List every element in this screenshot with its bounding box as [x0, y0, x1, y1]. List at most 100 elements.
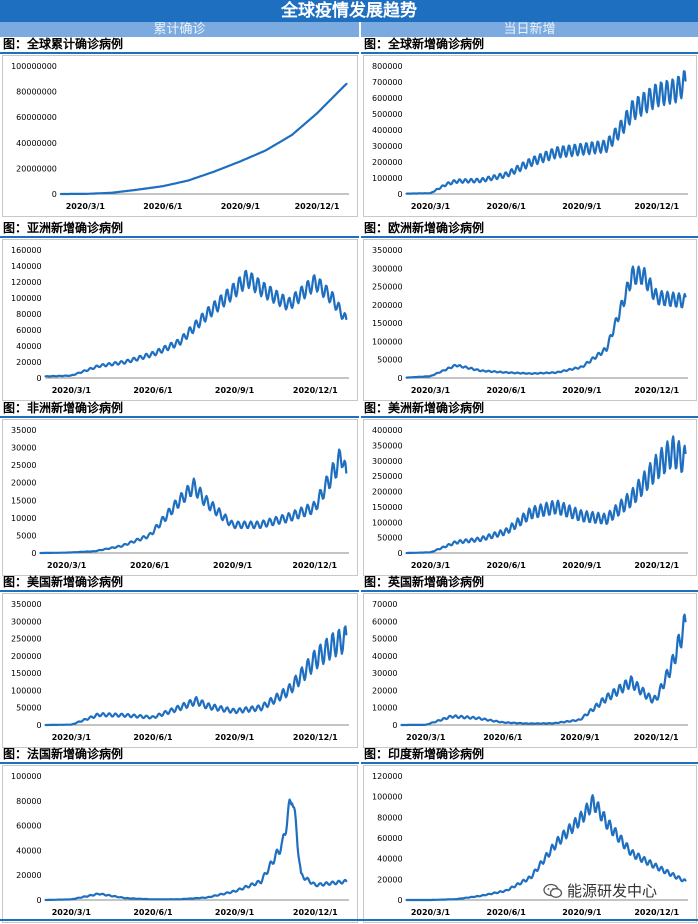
x-tick-label: 2020/6/1 — [133, 386, 173, 395]
y-tick-label: 100000 — [372, 337, 403, 346]
title-rule — [361, 762, 698, 764]
y-tick-label: 60000 — [377, 834, 402, 843]
chart-panel-europe-new: 0 50000 100000 150000 200000 250000 300000 3500… — [363, 239, 697, 401]
x-tick-label: 2020/3/1 — [52, 386, 92, 395]
y-tick-label: 350000 — [372, 246, 403, 255]
y-tick-label: 0 — [37, 374, 42, 383]
series-line-global-cumulative — [59, 82, 348, 196]
x-tick-label: 2020/12/1 — [293, 733, 338, 742]
title-rule — [361, 236, 698, 238]
x-tick-label: 2020/12/1 — [634, 202, 679, 211]
y-tick-label: 0 — [392, 721, 397, 730]
y-tick-label: 200000 — [372, 158, 403, 167]
chart-panel-americas-new: 0 50000 100000 150000 200000 250000 300000 3500… — [363, 419, 697, 576]
x-tick-label: 2020/12/1 — [293, 908, 338, 917]
chart-title: 图：美洲新增确诊病例 — [364, 401, 485, 415]
y-tick-label: 40000 — [377, 855, 402, 864]
x-tick-label: 2020/9/1 — [215, 908, 255, 917]
y-tick-label: 70000 — [372, 600, 397, 609]
y-tick-label: 50000 — [377, 356, 402, 365]
x-tick-label: 2020/3/1 — [406, 733, 446, 742]
x-tick-label: 2020/6/1 — [487, 386, 527, 395]
x-tick-label: 2020/12/1 — [292, 561, 337, 570]
page-title: 全球疫情发展趋势 — [0, 0, 698, 22]
x-tick-label: 2020/12/1 — [295, 202, 340, 211]
y-tick-label: 80000 — [16, 797, 41, 806]
x-tick-label: 2020/12/1 — [634, 561, 679, 570]
y-tick-label: 20000 — [372, 686, 397, 695]
title-rule — [0, 416, 359, 418]
y-tick-label: 150000 — [372, 503, 403, 512]
chart-svg-india-new: 0 20000 40000 60000 80000 100000 120000 2020/3/… — [372, 772, 688, 917]
x-tick-label: 2020/6/1 — [487, 561, 527, 570]
chart-title: 图：美国新增确诊病例 — [3, 575, 124, 589]
x-tick-label: 2020/12/1 — [634, 908, 679, 917]
x-tick-label: 2020/12/1 — [293, 386, 338, 395]
chart-panel-africa-new: 0 5000 10000 15000 20000 25000 30000 35000 2020/… — [2, 419, 358, 576]
series-line-uk-new — [400, 613, 687, 727]
chart-panel-france-new: 0 20000 40000 60000 80000 100000 2020/3/1 2020/… — [2, 765, 358, 923]
chart-svg-americas-new: 0 50000 100000 150000 200000 250000 300000 3500… — [372, 426, 688, 570]
y-tick-label: 100000 — [11, 772, 42, 781]
y-tick-label: 250000 — [372, 283, 403, 292]
y-tick-label: 100000 — [372, 174, 403, 183]
y-tick-label: 350000 — [372, 441, 403, 450]
y-tick-label: 50000 — [16, 704, 41, 713]
chart-svg-africa-new: 0 5000 10000 15000 20000 25000 30000 35000 2020/… — [11, 426, 349, 570]
y-tick-label: 150000 — [372, 319, 403, 328]
footer-rule — [0, 919, 698, 921]
x-tick-label: 2020/12/1 — [634, 733, 679, 742]
x-tick-label: 2020/9/1 — [562, 561, 602, 570]
y-tick-label: 300000 — [372, 142, 403, 151]
y-tick-label: 500000 — [372, 110, 403, 119]
chart-panel-asia-new: 0 20000 40000 60000 80000 100000 120000 140000 1… — [2, 239, 358, 401]
chart-title: 图：全球累计确诊病例 — [3, 37, 124, 51]
y-tick-label: 30000 — [11, 444, 36, 453]
y-tick-label: 0 — [398, 190, 403, 199]
chart-svg-global-cumulative: 0 20000000 40000000 60000000 80000000 1000000… — [11, 62, 349, 211]
y-tick-label: 20000 — [11, 479, 36, 488]
series-line-usa-new — [44, 625, 348, 727]
watermark-text: 能源研发中心 — [567, 882, 658, 900]
chart-title: 图：亚洲新增确诊病例 — [3, 221, 124, 235]
x-tick-label: 2020/3/1 — [411, 561, 451, 570]
cumulative-column-header: 累计确诊 — [0, 22, 359, 37]
series-line-india-new — [405, 794, 687, 902]
y-tick-label: 200000 — [372, 488, 403, 497]
x-tick-label: 2020/9/1 — [562, 386, 602, 395]
y-tick-label: 40000 — [16, 342, 41, 351]
y-tick-label: 300000 — [11, 617, 42, 626]
y-tick-label: 0 — [398, 896, 403, 905]
x-tick-label: 2020/3/1 — [411, 908, 451, 917]
y-tick-label: 5000 — [16, 531, 36, 540]
x-tick-label: 2020/9/1 — [213, 561, 253, 570]
y-tick-label: 35000 — [11, 426, 36, 435]
y-tick-label: 120000 — [11, 278, 42, 287]
watermark: 能源研发中心 — [543, 880, 693, 904]
title-rule — [0, 762, 359, 764]
x-tick-label: 2020/9/1 — [562, 908, 602, 917]
y-tick-label: 200000 — [11, 652, 42, 661]
y-tick-label: 100000 — [372, 518, 403, 527]
chart-panel-global-new: 0 100000 200000 300000 400000 500000 600000 700… — [363, 55, 697, 217]
title-rule — [361, 52, 698, 54]
y-tick-label: 40000 — [372, 652, 397, 661]
x-tick-label: 2020/6/1 — [487, 908, 527, 917]
y-tick-label: 60000 — [16, 822, 41, 831]
daily-new-column-header: 当日新增 — [361, 22, 698, 37]
x-tick-label: 2020/6/1 — [483, 733, 523, 742]
chart-title: 图：非洲新增确诊病例 — [3, 401, 124, 415]
y-tick-label: 50000 — [372, 635, 397, 644]
y-tick-label: 350000 — [11, 600, 42, 609]
y-tick-label: 40000000 — [16, 139, 57, 148]
y-tick-label: 0 — [398, 549, 403, 558]
series-line-americas-new — [405, 435, 687, 555]
chart-svg-france-new: 0 20000 40000 60000 80000 100000 2020/3/1 2020/… — [11, 772, 349, 917]
x-tick-label: 2020/6/1 — [487, 202, 527, 211]
y-tick-label: 400000 — [372, 126, 403, 135]
y-tick-label: 700000 — [372, 78, 403, 87]
x-tick-label: 2020/9/1 — [560, 733, 600, 742]
y-tick-label: 80000000 — [16, 88, 57, 97]
y-tick-label: 100000 — [11, 686, 42, 695]
y-tick-label: 600000 — [372, 94, 403, 103]
